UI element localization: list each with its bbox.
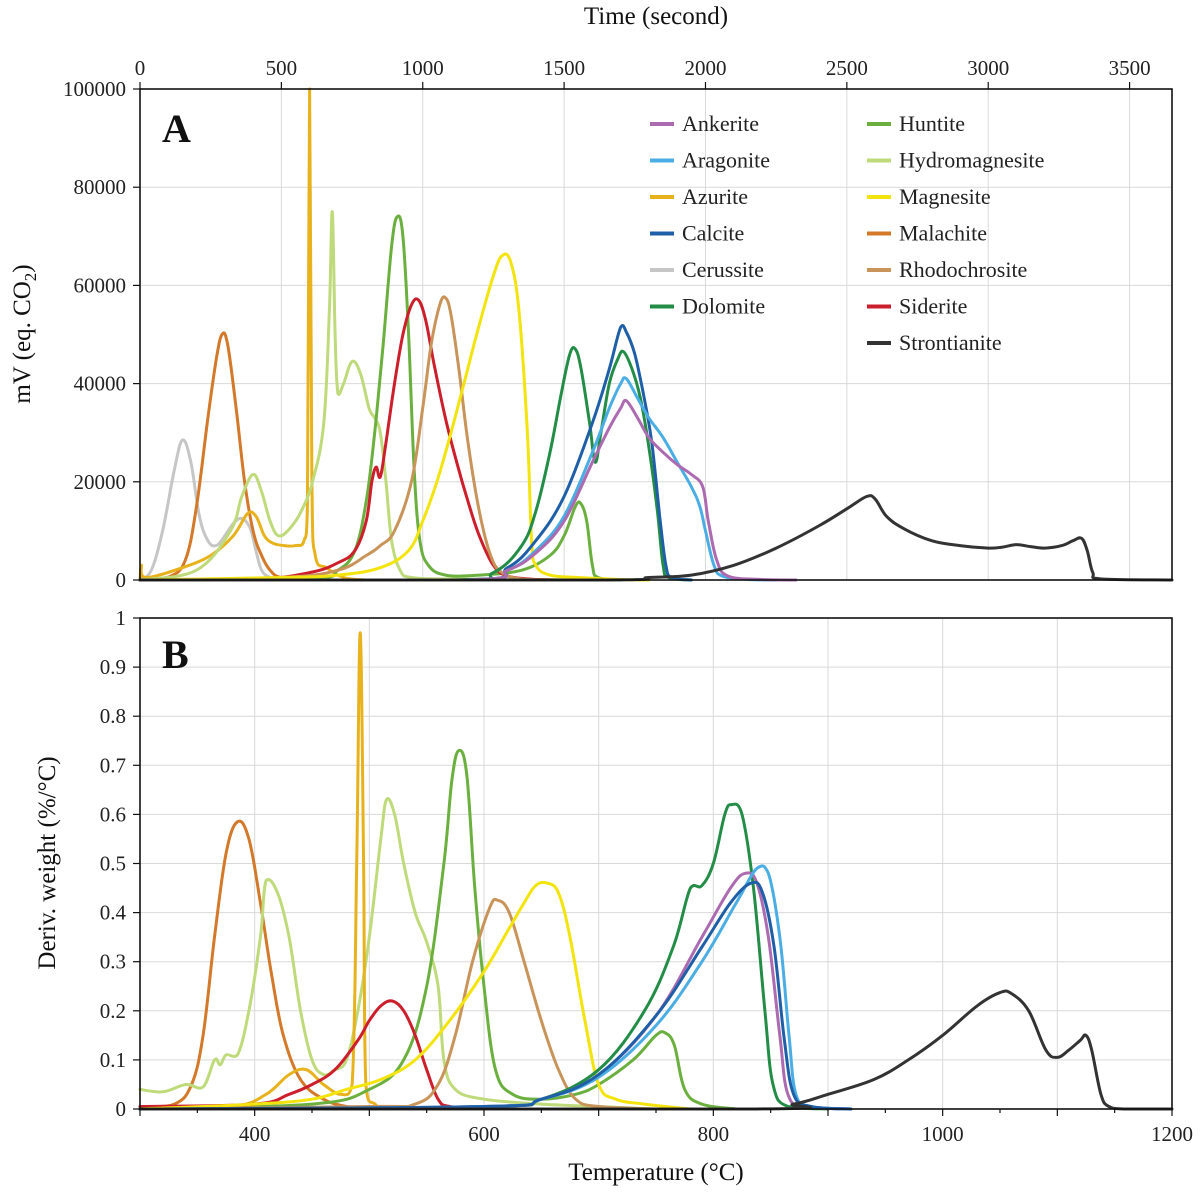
panel-a: 0 500 1000 1500 2000 2500 3000 3500 0 20000 40000 6…: [9, 3, 1174, 592]
panel-a-top-tick-label: 3500: [1109, 56, 1151, 80]
panel-b-series-calcite: [138, 880, 853, 1111]
legend-label-aragonite: Aragonite: [682, 148, 770, 173]
panel-a-series: [138, 87, 1174, 582]
panel-a-frame: [139, 88, 1173, 581]
panel-a-y-tick-label: 60000: [74, 273, 127, 297]
panel-a-top-tick-label: 0: [135, 56, 146, 80]
legend-label-calcite: Calcite: [682, 221, 744, 246]
panel-b-y-tick-label: 1: [116, 606, 127, 630]
legend-label-cerussite: Cerussite: [682, 257, 764, 282]
panel-a-series-azurite: [138, 87, 368, 582]
panel-a-series-strontianite: [138, 494, 1174, 582]
legend-label-siderite: Siderite: [899, 294, 967, 319]
panel-b-x-tick-label: 600: [468, 1122, 500, 1146]
panel-b-series-malachite: [138, 819, 371, 1111]
legend-label-rhodochrosite: Rhodochrosite: [899, 257, 1027, 282]
panel-b-x-tick-label: 800: [698, 1122, 730, 1146]
panel-b-y-tick-label: 0.6: [100, 802, 126, 826]
legend-label-strontianite: Strontianite: [899, 330, 1002, 355]
panel-b-y-tick-label: 0.7: [100, 753, 126, 777]
panel-a-top-tick-label: 500: [266, 56, 298, 80]
panel-b-series-huntite: [138, 748, 738, 1111]
panel-a-series-malachite: [138, 331, 312, 582]
panel-b-ticks: 400 600 800 1000 1200 0 0.1 0.2 0.3 0.4 0.5 0.6 0.7 0…: [100, 606, 1193, 1146]
panel-b-x-tick-label: 400: [239, 1122, 271, 1146]
panel-b-y-tick-label: 0.2: [100, 999, 126, 1023]
panel-b-y-tick-label: 0.4: [100, 901, 127, 925]
panel-b-y-tick-label: 0: [116, 1097, 127, 1121]
panel-b-y-tick-label: 0.9: [100, 655, 126, 679]
panel-a-series-dolomite: [138, 346, 693, 582]
panel-a-y-tick-label: 20000: [74, 470, 127, 494]
panel-a-series-ankerite: [138, 398, 798, 582]
legend-label-magnesite: Magnesite: [899, 184, 991, 209]
panel-b-x-tick-label: 1000: [922, 1122, 964, 1146]
panel-a-series-hydromagnesite: [138, 210, 623, 582]
legend-label-ankerite: Ankerite: [682, 111, 759, 136]
panel-b-y-tick-label: 0.5: [100, 852, 126, 876]
panel-a-y-tick-label: 40000: [74, 372, 127, 396]
panel-a-series-siderite: [138, 297, 566, 582]
panel-a-ticks: 0 500 1000 1500 2000 2500 3000 3500 0 20000 40000 6…: [63, 56, 1151, 592]
panel-b-series-strontianite: [138, 989, 1174, 1111]
legend: Ankerite Aragonite Azurite Calcite Cerussite…: [650, 111, 1044, 355]
panel-a-y-axis-label: mV (eq. CO2): [9, 264, 40, 403]
legend-label-azurite: Azurite: [682, 184, 748, 209]
panel-b-series: [138, 631, 1174, 1111]
panel-a-series-magnesite: [138, 252, 651, 582]
panel-b-grid: [139, 618, 1173, 1109]
panel-b-x-axis-label: Temperature (°C): [568, 1159, 744, 1186]
legend-label-malachite: Malachite: [899, 221, 987, 246]
panel-b-series-hydromagnesite: [138, 797, 658, 1111]
panel-b-y-tick-label: 0.3: [100, 950, 126, 974]
panel-b-y-tick-label: 0.8: [100, 704, 126, 728]
panel-a-series-rhodochrosite: [138, 295, 552, 582]
panel-b-letter: B: [162, 632, 189, 677]
panel-a-top-tick-label: 2500: [826, 56, 868, 80]
panel-b-series-azurite: [138, 631, 486, 1111]
panel-b: 400 600 800 1000 1200 0 0.1 0.2 0.3 0.4 0.5 0.6 0.7 0…: [34, 606, 1193, 1186]
panel-a-top-tick-label: 3000: [967, 56, 1009, 80]
panel-a-series-huntite: [138, 214, 623, 582]
panel-b-y-axis-label: Deriv. weight (%/°C): [34, 756, 61, 969]
panel-a-top-tick-label: 1000: [402, 56, 444, 80]
panel-a-y-tick-label: 80000: [74, 175, 127, 199]
panel-b-x-tick-label: 1200: [1151, 1122, 1193, 1146]
panel-a-y-tick-label: 0: [116, 568, 127, 592]
panel-b-y-tick-label: 0.1: [100, 1048, 126, 1072]
legend-label-hydromagnesite: Hydromagnesite: [899, 148, 1044, 173]
legend-label-dolomite: Dolomite: [682, 294, 765, 319]
panel-a-top-axis-label: Time (second): [584, 3, 728, 30]
panel-a-top-tick-label: 1500: [543, 56, 585, 80]
panel-a-top-tick-label: 2000: [684, 56, 726, 80]
panel-a-series-cerussite: [138, 438, 283, 582]
panel-b-series-magnesite: [138, 880, 692, 1111]
panel-a-letter: A: [162, 106, 191, 151]
panel-a-y-tick-label: 100000: [63, 77, 126, 101]
legend-label-huntite: Huntite: [899, 111, 965, 136]
